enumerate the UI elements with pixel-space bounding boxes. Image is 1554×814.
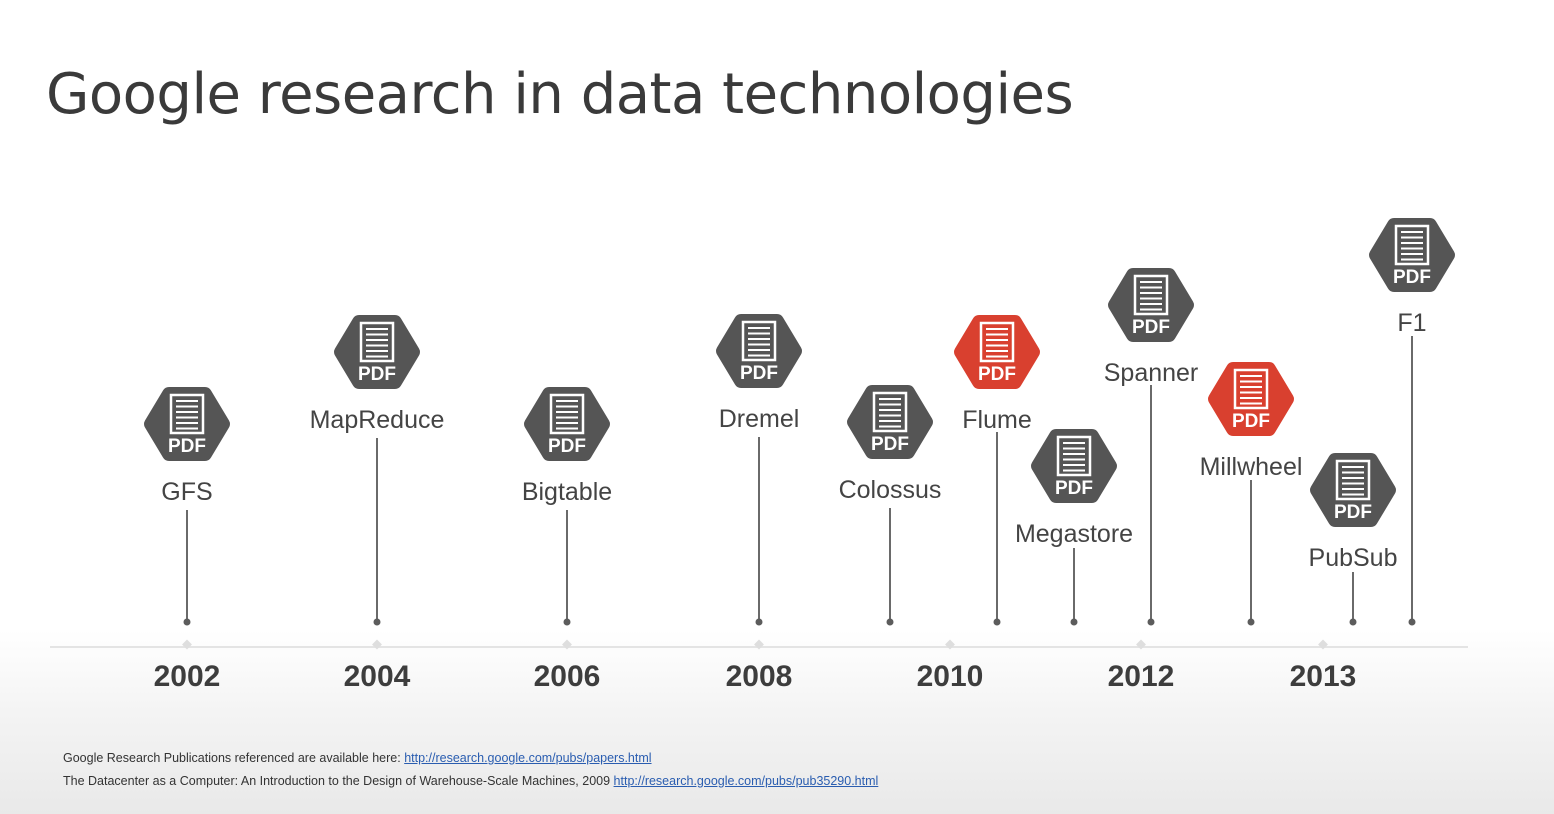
pdf-hexagon-icon[interactable]: PDF [520, 383, 614, 465]
paper-stem-dot [1408, 618, 1416, 626]
paper-label-pubsub: PubSub [1308, 544, 1398, 572]
year-label-2006: 2006 [533, 660, 601, 693]
paper-stem-gfs [186, 510, 188, 622]
pdf-hexagon-icon[interactable]: PDF [950, 311, 1044, 393]
paper-stem-dot [993, 618, 1001, 626]
pdf-hexagon-icon[interactable]: PDF [330, 311, 424, 393]
paper-stem-f1 [1411, 336, 1413, 622]
paper-label-spanner: Spanner [1103, 359, 1199, 387]
footer-line-2: The Datacenter as a Computer: An Introdu… [63, 774, 878, 788]
paper-stem-dot [1147, 618, 1155, 626]
paper-stem-dot [1247, 618, 1255, 626]
year-label-2010: 2010 [916, 660, 984, 693]
paper-stem-pubsub [1352, 572, 1354, 622]
paper-label-colossus: Colossus [838, 476, 942, 504]
year-label-2013: 2013 [1289, 660, 1357, 693]
paper-label-mapreduce: MapReduce [309, 406, 445, 434]
svg-text:PDF: PDF [358, 364, 396, 385]
footer-line-1-text: Google Research Publications referenced … [63, 751, 405, 765]
paper-stem-millwheel [1250, 480, 1252, 622]
paper-label-millwheel: Millwheel [1199, 453, 1303, 481]
pdf-hexagon-icon[interactable]: PDF [1306, 449, 1400, 531]
paper-stem-spanner [1150, 385, 1152, 622]
paper-label-bigtable: Bigtable [521, 478, 613, 506]
paper-stem-dot [373, 618, 381, 626]
paper-label-megastore: Megastore [1014, 520, 1134, 548]
paper-stem-dot [183, 618, 191, 626]
pdf-hexagon-icon[interactable]: PDF [1204, 358, 1298, 440]
paper-stem-dot [755, 618, 763, 626]
footer-line-1: Google Research Publications referenced … [63, 751, 652, 765]
paper-stem-mapreduce [376, 438, 378, 622]
paper-stem-dremel [758, 437, 760, 622]
svg-text:PDF: PDF [1334, 502, 1372, 523]
pdf-hexagon-icon[interactable]: PDF [843, 381, 937, 463]
paper-stem-bigtable [566, 510, 568, 622]
pdf-hexagon-icon[interactable]: PDF [712, 310, 806, 392]
svg-text:PDF: PDF [1132, 317, 1170, 338]
paper-label-dremel: Dremel [718, 405, 800, 433]
svg-text:PDF: PDF [871, 434, 909, 455]
paper-stem-megastore [1073, 548, 1075, 622]
paper-stem-colossus [889, 508, 891, 622]
paper-stem-dot [1349, 618, 1357, 626]
paper-label-f1: F1 [1397, 309, 1427, 337]
pdf-hexagon-icon[interactable]: PDF [1104, 264, 1198, 346]
page-title: Google research in data technologies [46, 62, 1074, 127]
svg-text:PDF: PDF [1393, 267, 1431, 288]
papers-link[interactable]: http://research.google.com/pubs/papers.h… [404, 751, 652, 765]
pdf-hexagon-icon[interactable]: PDF [140, 383, 234, 465]
pdf-hexagon-icon[interactable]: PDF [1365, 214, 1459, 296]
pdf-hexagon-icon[interactable]: PDF [1027, 425, 1121, 507]
svg-text:PDF: PDF [1055, 478, 1093, 499]
svg-text:PDF: PDF [1232, 411, 1270, 432]
year-label-2004: 2004 [343, 660, 411, 693]
paper-label-flume: Flume [962, 406, 1032, 434]
datacenter-book-link[interactable]: http://research.google.com/pubs/pub35290… [613, 774, 879, 788]
paper-stem-dot [563, 618, 571, 626]
svg-text:PDF: PDF [168, 436, 206, 457]
paper-stem-flume [996, 432, 998, 622]
year-label-2008: 2008 [725, 660, 793, 693]
footer-line-2-text: The Datacenter as a Computer: An Introdu… [63, 774, 614, 788]
svg-text:PDF: PDF [740, 363, 778, 384]
year-label-2002: 2002 [153, 660, 221, 693]
svg-text:PDF: PDF [548, 436, 586, 457]
paper-label-gfs: GFS [161, 478, 213, 506]
paper-stem-dot [1070, 618, 1078, 626]
year-label-2012: 2012 [1107, 660, 1175, 693]
svg-text:PDF: PDF [978, 364, 1016, 385]
paper-stem-dot [886, 618, 894, 626]
